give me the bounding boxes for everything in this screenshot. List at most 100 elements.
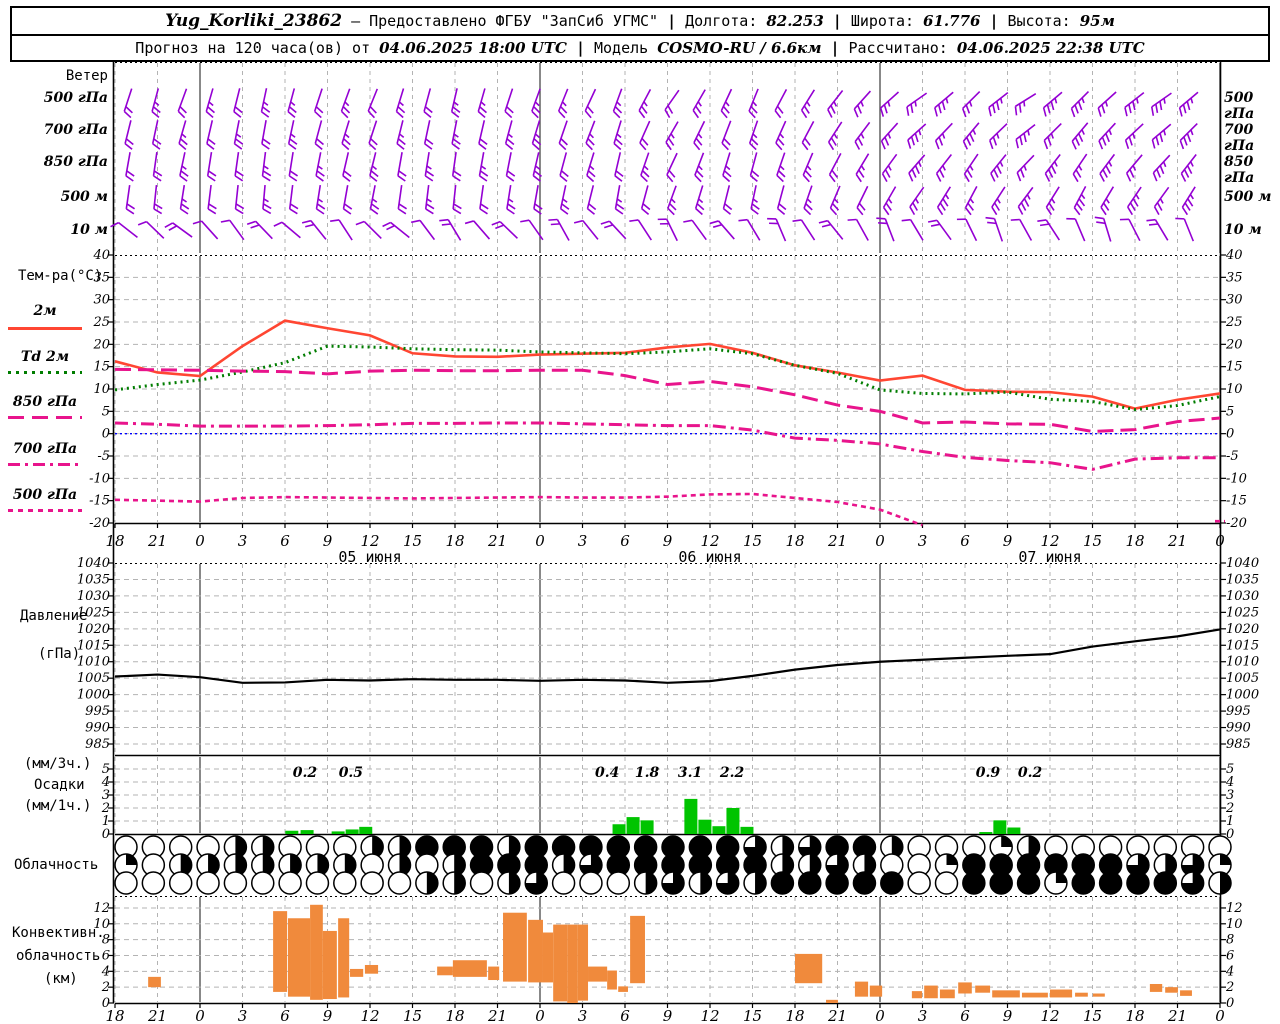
hour-label-mid: 0 xyxy=(1215,532,1225,550)
legend-td-line-sample xyxy=(8,371,82,374)
wind-barb-feather xyxy=(205,110,214,119)
precip-tick-label-left: 3 xyxy=(102,788,110,803)
wind-barb-feather xyxy=(1150,106,1155,116)
wind-barb-feather xyxy=(1023,100,1026,107)
wind-barb-staff xyxy=(478,120,486,144)
wind-barb-feather xyxy=(1101,104,1106,114)
pressure-tick-label-left: 1025 xyxy=(77,605,110,620)
cloud-cover-symbol xyxy=(305,871,330,895)
wind-barb-feather xyxy=(1186,101,1191,111)
precip-tick-label-left: 2 xyxy=(101,801,110,816)
pressure-tick-label-right: 1035 xyxy=(1226,572,1259,587)
wind-barb-staff xyxy=(287,120,295,144)
wind-barb-feather xyxy=(423,110,432,118)
wind-barb-feather xyxy=(792,219,802,222)
wind-barb-feather xyxy=(858,169,865,178)
wind-barb-feather xyxy=(1099,173,1105,182)
cloud-cover-fill xyxy=(853,836,876,858)
wind-barb-feather xyxy=(883,104,888,114)
hour-label-bottom: 15 xyxy=(1083,1007,1102,1024)
wind-barb-feather xyxy=(778,203,787,211)
wind-barb-staff xyxy=(1099,153,1116,175)
convective-cloud-bar xyxy=(503,912,527,982)
wind-barb-feather xyxy=(724,101,730,107)
wind-barb-feather xyxy=(1146,218,1156,222)
wind-barb-feather xyxy=(827,109,833,118)
wind-barb-staff xyxy=(963,153,979,175)
wind-barb-feather xyxy=(749,142,757,151)
wind-barb-staff xyxy=(369,152,377,176)
cloud-cover-fill xyxy=(716,854,739,876)
temp-tick-label-right: 25 xyxy=(1225,315,1243,330)
wind-barb-feather xyxy=(1186,165,1193,174)
wind-barb-feather xyxy=(996,133,1000,139)
wind-barb-staff xyxy=(479,185,485,209)
station-name: Yug_Korliki_23862 xyxy=(165,11,343,31)
wind-barb-feather xyxy=(774,110,782,119)
wind-barb-feather xyxy=(290,101,296,107)
wind-barb-staff xyxy=(666,218,678,242)
convective-cloud-bar xyxy=(542,932,554,983)
wind-barb-feather xyxy=(803,207,812,216)
wind-barb-feather xyxy=(262,106,271,113)
wind-barb-feather xyxy=(425,138,434,145)
precip-tick-label-left: 4 xyxy=(101,775,110,790)
convective-cloud-bar xyxy=(1050,989,1073,998)
wind-barb-feather xyxy=(262,175,271,182)
wind-barb-feather xyxy=(153,175,162,182)
wind-barb-feather xyxy=(395,110,404,119)
convective-cloud-bar xyxy=(924,985,938,999)
cloud-cover-fill xyxy=(1099,854,1122,876)
temp-curve-shortdash xyxy=(114,492,923,527)
precip-bar xyxy=(331,831,345,834)
wind-barb-feather xyxy=(110,221,119,228)
wind-barb-feather xyxy=(550,223,560,226)
wind-barb-staff xyxy=(478,152,485,176)
hour-label-mid: 12 xyxy=(1040,532,1059,550)
wind-barb-feather xyxy=(235,133,242,138)
temp-tick-label-right: -10 xyxy=(1226,471,1247,486)
cloud-panel-title: Облачность xyxy=(14,857,99,873)
wind-barb-feather xyxy=(1155,103,1159,114)
wind-barb-feather xyxy=(1096,221,1106,225)
wind-barb-feather xyxy=(534,203,543,210)
wind-barb-feather xyxy=(909,206,916,216)
cloud-cover-symbol xyxy=(114,871,138,895)
cloud-cover-fill xyxy=(508,872,520,894)
wind-barb-feather xyxy=(180,203,190,210)
hour-label-bottom: 6 xyxy=(960,1007,970,1024)
wind-barb-staff xyxy=(775,120,787,144)
cloud-cover-fill xyxy=(689,836,712,858)
precip-bar xyxy=(993,820,1007,834)
wind-barb-feather xyxy=(505,142,514,150)
wind-barb-staff xyxy=(1128,218,1141,242)
wind-barb-feather xyxy=(885,202,892,211)
cloud-cover-symbol xyxy=(579,871,603,895)
wind-barb-feather xyxy=(1078,198,1086,207)
wind-barb-feather xyxy=(520,219,530,223)
wind-barb-staff xyxy=(1043,91,1063,109)
header-forecast-bar: Прогноз на 120 часа(ов) от 04.06.2025 18… xyxy=(10,34,1270,62)
pressure-tick-label-right: 1005 xyxy=(1226,671,1259,686)
conv-tick-label-left: 12 xyxy=(93,901,110,916)
wind-barb-feather xyxy=(559,105,568,114)
wind-barb-staff xyxy=(1073,186,1087,208)
hour-label-bottom: 18 xyxy=(1125,1007,1144,1024)
wind-barb-feather xyxy=(697,165,703,171)
cloud-cover-fill xyxy=(235,854,247,876)
wind-barb-feather xyxy=(560,138,568,146)
wind-barb-feather xyxy=(604,224,614,229)
wind-barb-feather xyxy=(667,105,674,114)
temp-tick-label-right: 35 xyxy=(1226,270,1243,285)
wind-barb-staff xyxy=(123,88,133,112)
temp-tick-label-right: 5 xyxy=(1226,404,1234,419)
conv-tick-label-left: 10 xyxy=(93,917,110,932)
wind-barb-feather xyxy=(1108,161,1113,167)
wind-barb-feather xyxy=(453,101,459,106)
wind-barb-feather xyxy=(936,206,944,216)
wind-barb-feather xyxy=(881,173,888,182)
wind-barb-feather xyxy=(831,169,838,178)
wind-barb-staff xyxy=(281,221,301,239)
hour-label-mid: 15 xyxy=(403,532,422,550)
cloud-cover-fill xyxy=(180,854,192,876)
